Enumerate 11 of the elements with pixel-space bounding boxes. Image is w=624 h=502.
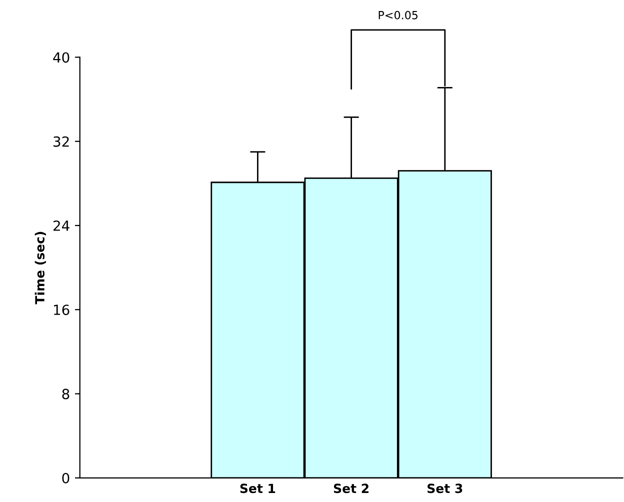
y-tick-label: 32 bbox=[54, 136, 69, 147]
x-tick-label: Set 3 bbox=[428, 484, 462, 494]
x-tick-label: Set 2 bbox=[334, 484, 368, 494]
y-tick-label: 8 bbox=[62, 388, 70, 400]
y-tick-label: 0 bbox=[62, 472, 70, 484]
y-tick-label: 16 bbox=[54, 304, 70, 316]
x-tick-label: Set 1 bbox=[240, 484, 276, 494]
y-tick-label: 24 bbox=[53, 220, 70, 231]
y-tick-label: 40 bbox=[53, 52, 70, 63]
y-axis-title: Time (sec) bbox=[34, 232, 46, 304]
text: P<0.05 bbox=[378, 10, 418, 20]
